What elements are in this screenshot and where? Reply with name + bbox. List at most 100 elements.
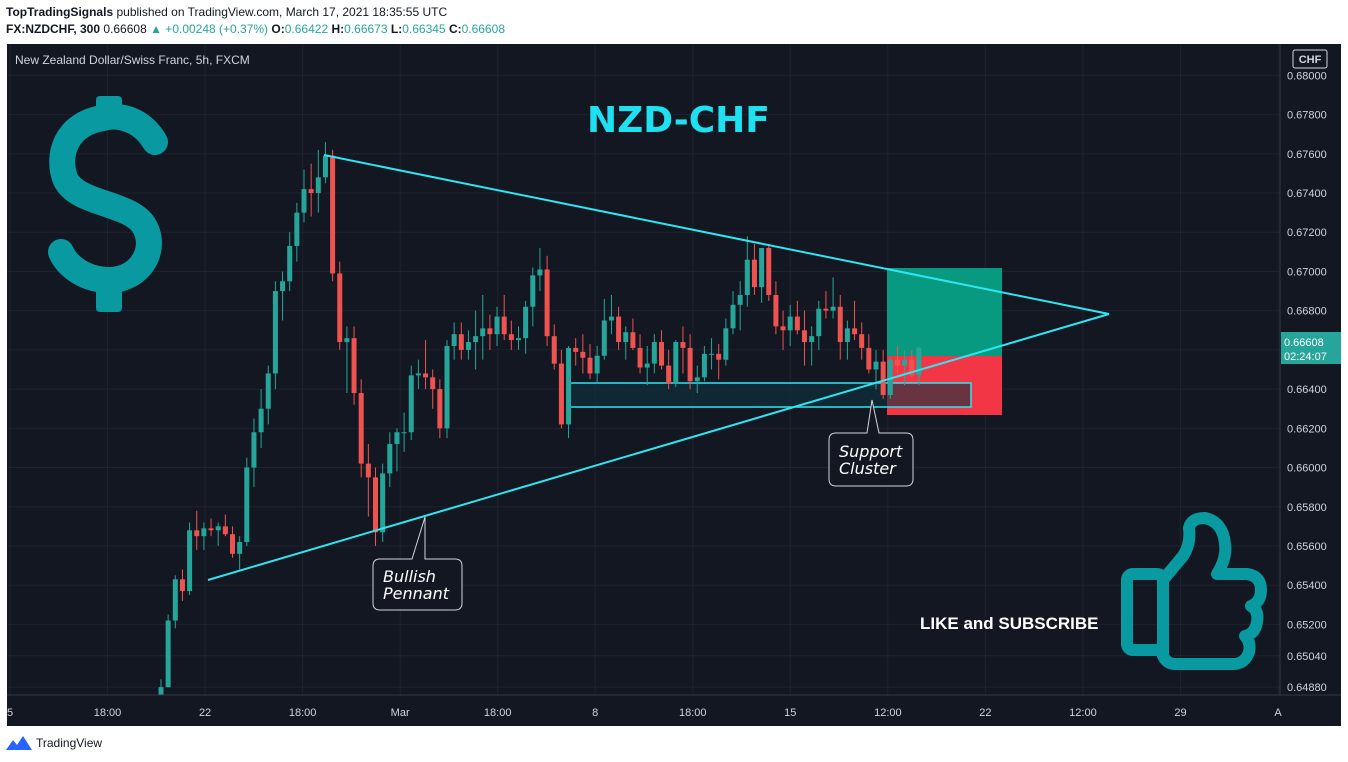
candle-body[interactable] — [337, 273, 343, 343]
candle-body[interactable] — [794, 316, 800, 331]
candle-body[interactable] — [616, 316, 622, 343]
candle-body[interactable] — [558, 363, 564, 425]
candle-body[interactable] — [680, 342, 686, 348]
candle-body[interactable] — [344, 338, 350, 343]
candle-body[interactable] — [730, 304, 736, 329]
candle-body[interactable] — [408, 375, 414, 433]
candle-body[interactable] — [415, 373, 421, 376]
target-zone[interactable] — [887, 268, 1002, 356]
candle-body[interactable] — [723, 328, 729, 360]
candle-body[interactable] — [365, 463, 371, 478]
footer-brand[interactable]: TradingView — [36, 736, 103, 750]
candle-body[interactable] — [437, 389, 443, 429]
candle-body[interactable] — [751, 259, 757, 288]
candle-body[interactable] — [573, 347, 579, 352]
candle-body[interactable] — [902, 359, 908, 366]
candle-body[interactable] — [551, 336, 557, 364]
candle-body[interactable] — [330, 155, 336, 274]
candle-body[interactable] — [494, 316, 500, 335]
candle-body[interactable] — [401, 432, 407, 434]
candle-body[interactable] — [701, 353, 707, 378]
candle-body[interactable] — [280, 281, 286, 292]
candle-body[interactable] — [179, 579, 185, 592]
candle-body[interactable] — [623, 332, 629, 343]
lower-trendline[interactable] — [207, 313, 1110, 581]
candle-body[interactable] — [816, 308, 822, 337]
candle-body[interactable] — [694, 377, 700, 382]
candle-body[interactable] — [909, 359, 915, 376]
candle-body[interactable] — [601, 320, 607, 356]
candle-body[interactable] — [208, 528, 214, 531]
candle-body[interactable] — [501, 316, 507, 335]
candle-body[interactable] — [737, 294, 743, 305]
candle-body[interactable] — [830, 306, 836, 311]
candle-body[interactable] — [272, 291, 278, 374]
candle-body[interactable] — [880, 361, 886, 395]
candle-body[interactable] — [516, 338, 521, 341]
upper-trendline[interactable] — [323, 154, 1110, 315]
chart-canvas[interactable]: New Zealand Dollar/Swiss Franc, 5h, FXCM… — [7, 44, 1341, 726]
candle-body[interactable] — [894, 359, 900, 366]
candle-body[interactable] — [802, 330, 807, 343]
candle-body[interactable] — [580, 351, 586, 358]
candle-body[interactable] — [787, 316, 793, 331]
candle-body[interactable] — [523, 306, 529, 339]
candle-body[interactable] — [666, 365, 672, 384]
candle-body[interactable] — [465, 342, 471, 350]
candle-body[interactable] — [301, 189, 307, 213]
candle-body[interactable] — [473, 336, 479, 343]
candle-body[interactable] — [566, 347, 572, 425]
candle-body[interactable] — [637, 347, 643, 368]
candle-body[interactable] — [852, 328, 858, 335]
candle-body[interactable] — [887, 359, 893, 395]
candle-body[interactable] — [544, 269, 550, 337]
candle-body[interactable] — [823, 308, 829, 311]
support-zone[interactable] — [569, 382, 972, 408]
candle-body[interactable] — [837, 306, 843, 343]
candle-body[interactable] — [373, 477, 378, 533]
candle-body[interactable] — [251, 432, 257, 468]
candle-body[interactable] — [644, 363, 650, 368]
candle-body[interactable] — [480, 328, 486, 337]
price-axis[interactable] — [1280, 44, 1341, 726]
candle-body[interactable] — [322, 155, 328, 178]
candle-body[interactable] — [158, 687, 164, 695]
candle-body[interactable] — [709, 353, 715, 355]
candle-body[interactable] — [444, 345, 450, 429]
candle-body[interactable] — [244, 467, 250, 543]
candle-body[interactable] — [716, 353, 722, 360]
candle-body[interactable] — [844, 328, 850, 343]
candle-body[interactable] — [873, 361, 879, 370]
candle-body[interactable] — [530, 275, 536, 307]
candle-body[interactable] — [394, 432, 400, 445]
candle-body[interactable] — [258, 408, 264, 433]
candle-body[interactable] — [358, 393, 364, 464]
candle-body[interactable] — [866, 347, 872, 370]
candle-body[interactable] — [773, 294, 779, 327]
author-name[interactable]: TopTradingSignals — [6, 5, 114, 19]
candle-body[interactable] — [430, 377, 436, 390]
candle-body[interactable] — [859, 334, 865, 348]
candle-body[interactable] — [423, 373, 429, 378]
candle-body[interactable] — [630, 332, 636, 348]
candle-body[interactable] — [587, 357, 593, 374]
candle-body[interactable] — [451, 334, 457, 346]
candle-body[interactable] — [380, 473, 386, 533]
candle-body[interactable] — [766, 247, 772, 295]
candle-body[interactable] — [387, 444, 393, 474]
candle-body[interactable] — [809, 336, 815, 343]
candle-body[interactable] — [659, 342, 664, 366]
candle-body[interactable] — [916, 347, 922, 376]
candle-body[interactable] — [287, 245, 293, 282]
candle-body[interactable] — [458, 334, 464, 350]
candle-body[interactable] — [222, 526, 228, 535]
candle-body[interactable] — [237, 542, 243, 554]
candle-body[interactable] — [187, 530, 193, 592]
candle-body[interactable] — [487, 328, 493, 335]
candle-body[interactable] — [230, 534, 235, 554]
candle-body[interactable] — [537, 269, 543, 276]
candle-body[interactable] — [265, 373, 271, 409]
candle-body[interactable] — [608, 316, 614, 321]
candle-body[interactable] — [215, 526, 221, 531]
candle-body[interactable] — [687, 347, 693, 382]
